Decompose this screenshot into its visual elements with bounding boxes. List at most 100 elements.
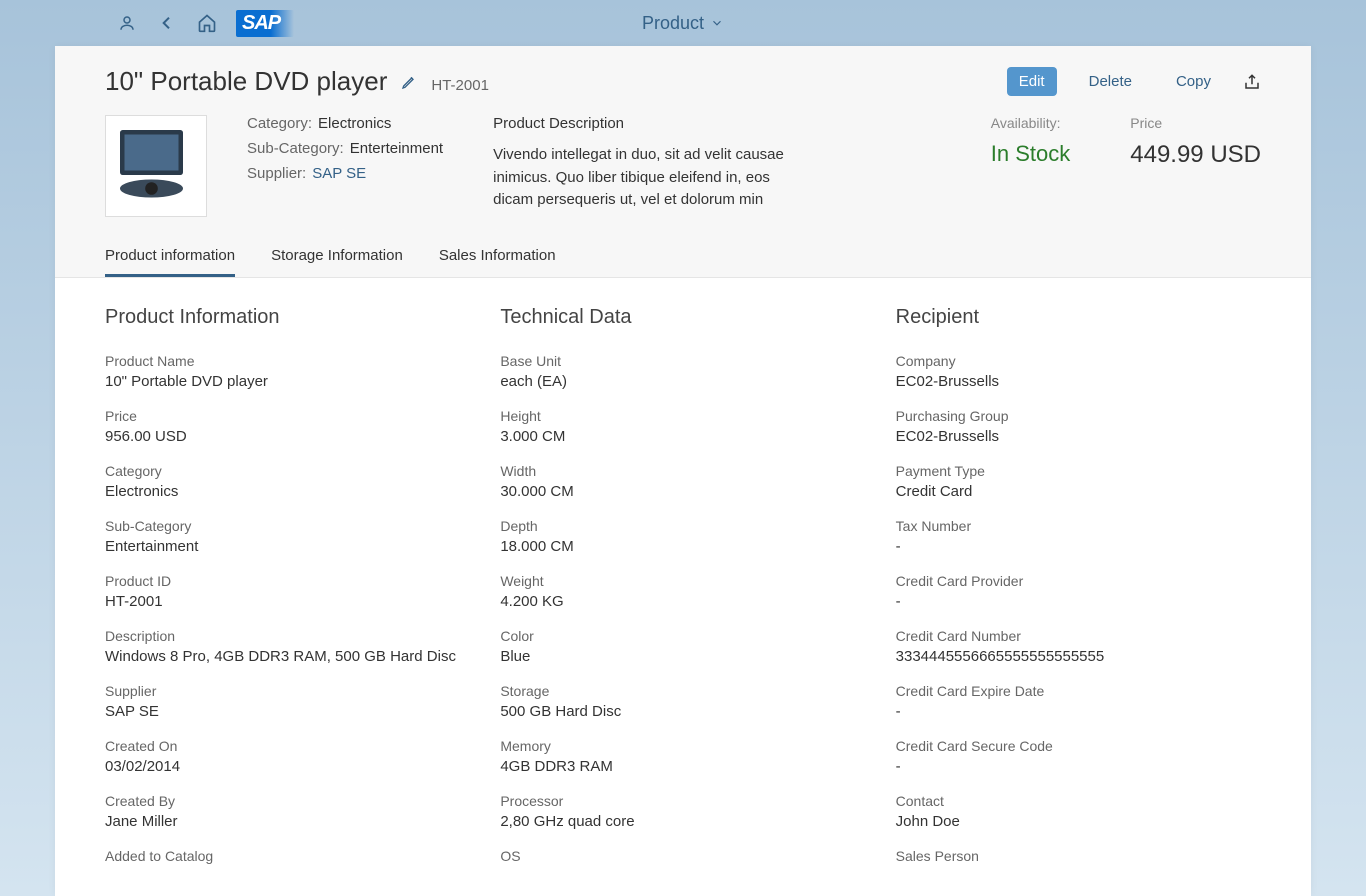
home-icon[interactable] [196, 12, 218, 34]
field-label: Category [105, 463, 470, 479]
field-value: - [896, 758, 1261, 775]
field-value: 30.000 CM [500, 483, 865, 500]
field: Credit Card Number 3334445556665555555555… [896, 628, 1261, 665]
description-title: Product Description [493, 115, 813, 132]
field: Price 956.00 USD [105, 408, 470, 445]
field-label: Storage [500, 683, 865, 699]
subcategory-value: Enterteinment [350, 140, 443, 157]
field-value: 10" Portable DVD player [105, 373, 470, 390]
status-block: Availability: In Stock Price 449.99 USD [991, 115, 1261, 217]
supplier-link[interactable]: SAP SE [312, 165, 366, 182]
field-label: Added to Catalog [105, 848, 470, 864]
field-value: 03/02/2014 [105, 758, 470, 775]
section-title-product: Product Information [105, 306, 470, 329]
field: Category Electronics [105, 463, 470, 500]
field-value: 3.000 CM [500, 428, 865, 445]
delete-button[interactable]: Delete [1077, 67, 1144, 96]
field-value: 18.000 CM [500, 538, 865, 555]
field-value: EC02-Brussells [896, 428, 1261, 445]
page-title: 10" Portable DVD player [105, 66, 387, 97]
field-label: Tax Number [896, 518, 1261, 534]
field: Memory4GB DDR3 RAM [500, 738, 865, 775]
field-value: SAP SE [105, 703, 470, 720]
field-label: Memory [500, 738, 865, 754]
field-label: Credit Card Number [896, 628, 1261, 644]
field: Depth 18.000 CM [500, 518, 865, 555]
user-icon[interactable] [116, 12, 138, 34]
field: Created On 03/02/2014 [105, 738, 470, 775]
tabs: Product information Storage Information … [105, 237, 1261, 277]
field: Payment Type Credit Card [896, 463, 1261, 500]
field: Added to Catalog [105, 848, 470, 864]
body-content: Product Information Product Name 10" Port… [55, 278, 1311, 896]
product-id-header: HT-2001 [431, 77, 489, 94]
section-title-technical: Technical Data [500, 306, 865, 329]
field-value: Credit Card [896, 483, 1261, 500]
field-label: Product Name [105, 353, 470, 369]
field: Sales Person [896, 848, 1261, 864]
field-value: - [896, 703, 1261, 720]
field: Processor2,80 GHz quad core [500, 793, 865, 830]
field-value: 4.200 KG [500, 593, 865, 610]
field-label: Color [500, 628, 865, 644]
copy-button[interactable]: Copy [1164, 67, 1223, 96]
field-label: Sub-Category [105, 518, 470, 534]
chevron-down-icon [710, 16, 724, 30]
object-header: 10" Portable DVD player HT-2001 Edit Del… [55, 46, 1311, 278]
edit-title-icon[interactable] [401, 74, 417, 90]
field: OS [500, 848, 865, 864]
field-label: Depth [500, 518, 865, 534]
field: Credit Card Expire Date - [896, 683, 1261, 720]
field-value: 3334445556665555555555555 [896, 648, 1261, 665]
field-label: Payment Type [896, 463, 1261, 479]
field-value: 956.00 USD [105, 428, 470, 445]
category-value: Electronics [318, 115, 391, 132]
field: Purchasing GroupEC02-Brussells [896, 408, 1261, 445]
field-label: Price [105, 408, 470, 424]
field-label: Credit Card Provider [896, 573, 1261, 589]
field-value: 500 GB Hard Disc [500, 703, 865, 720]
column-product-info: Product Information Product Name 10" Port… [105, 306, 470, 868]
field-value: Blue [500, 648, 865, 665]
field: Tax Number- [896, 518, 1261, 555]
field: DescriptionWindows 8 Pro, 4GB DDR3 RAM, … [105, 628, 470, 665]
price-value: 449.99 USD [1130, 141, 1261, 169]
price-label: Price [1130, 115, 1261, 131]
shell-title: Product [642, 13, 704, 34]
description-text: Vivendo intellegat in duo, sit ad velit … [493, 144, 813, 212]
section-title-recipient: Recipient [896, 306, 1261, 329]
field-label: Created On [105, 738, 470, 754]
availability-value: In Stock [991, 141, 1070, 167]
tab-sales-info[interactable]: Sales Information [439, 237, 556, 277]
field: Height3.000 CM [500, 408, 865, 445]
field: CompanyEC02-Brussells [896, 353, 1261, 390]
field: Credit Card Secure Code - [896, 738, 1261, 775]
field-value: Windows 8 Pro, 4GB DDR3 RAM, 500 GB Hard… [105, 648, 470, 665]
field: ContactJohn Doe [896, 793, 1261, 830]
field: SupplierSAP SE [105, 683, 470, 720]
field-value: Electronics [105, 483, 470, 500]
field-label: Credit Card Secure Code [896, 738, 1261, 754]
field: Color Blue [500, 628, 865, 665]
field: Product Name 10" Portable DVD player [105, 353, 470, 390]
field-value: each (EA) [500, 373, 865, 390]
field: Width 30.000 CM [500, 463, 865, 500]
sap-logo: SAP [236, 10, 294, 37]
field-label: Sales Person [896, 848, 1261, 864]
tab-storage-info[interactable]: Storage Information [271, 237, 403, 277]
back-icon[interactable] [156, 12, 178, 34]
field-value: EC02-Brussells [896, 373, 1261, 390]
tab-product-info[interactable]: Product information [105, 237, 235, 277]
shell-header: SAP Product [0, 0, 1366, 46]
field-label: Credit Card Expire Date [896, 683, 1261, 699]
field-label: Base Unit [500, 353, 865, 369]
field: Base Unit each (EA) [500, 353, 865, 390]
field-label: Width [500, 463, 865, 479]
edit-button[interactable]: Edit [1007, 67, 1057, 96]
shell-title-dropdown[interactable]: Product [642, 13, 724, 34]
field-label: Contact [896, 793, 1261, 809]
field-value: HT-2001 [105, 593, 470, 610]
share-icon[interactable] [1243, 73, 1261, 91]
page: 10" Portable DVD player HT-2001 Edit Del… [55, 46, 1311, 896]
field: Weight4.200 KG [500, 573, 865, 610]
